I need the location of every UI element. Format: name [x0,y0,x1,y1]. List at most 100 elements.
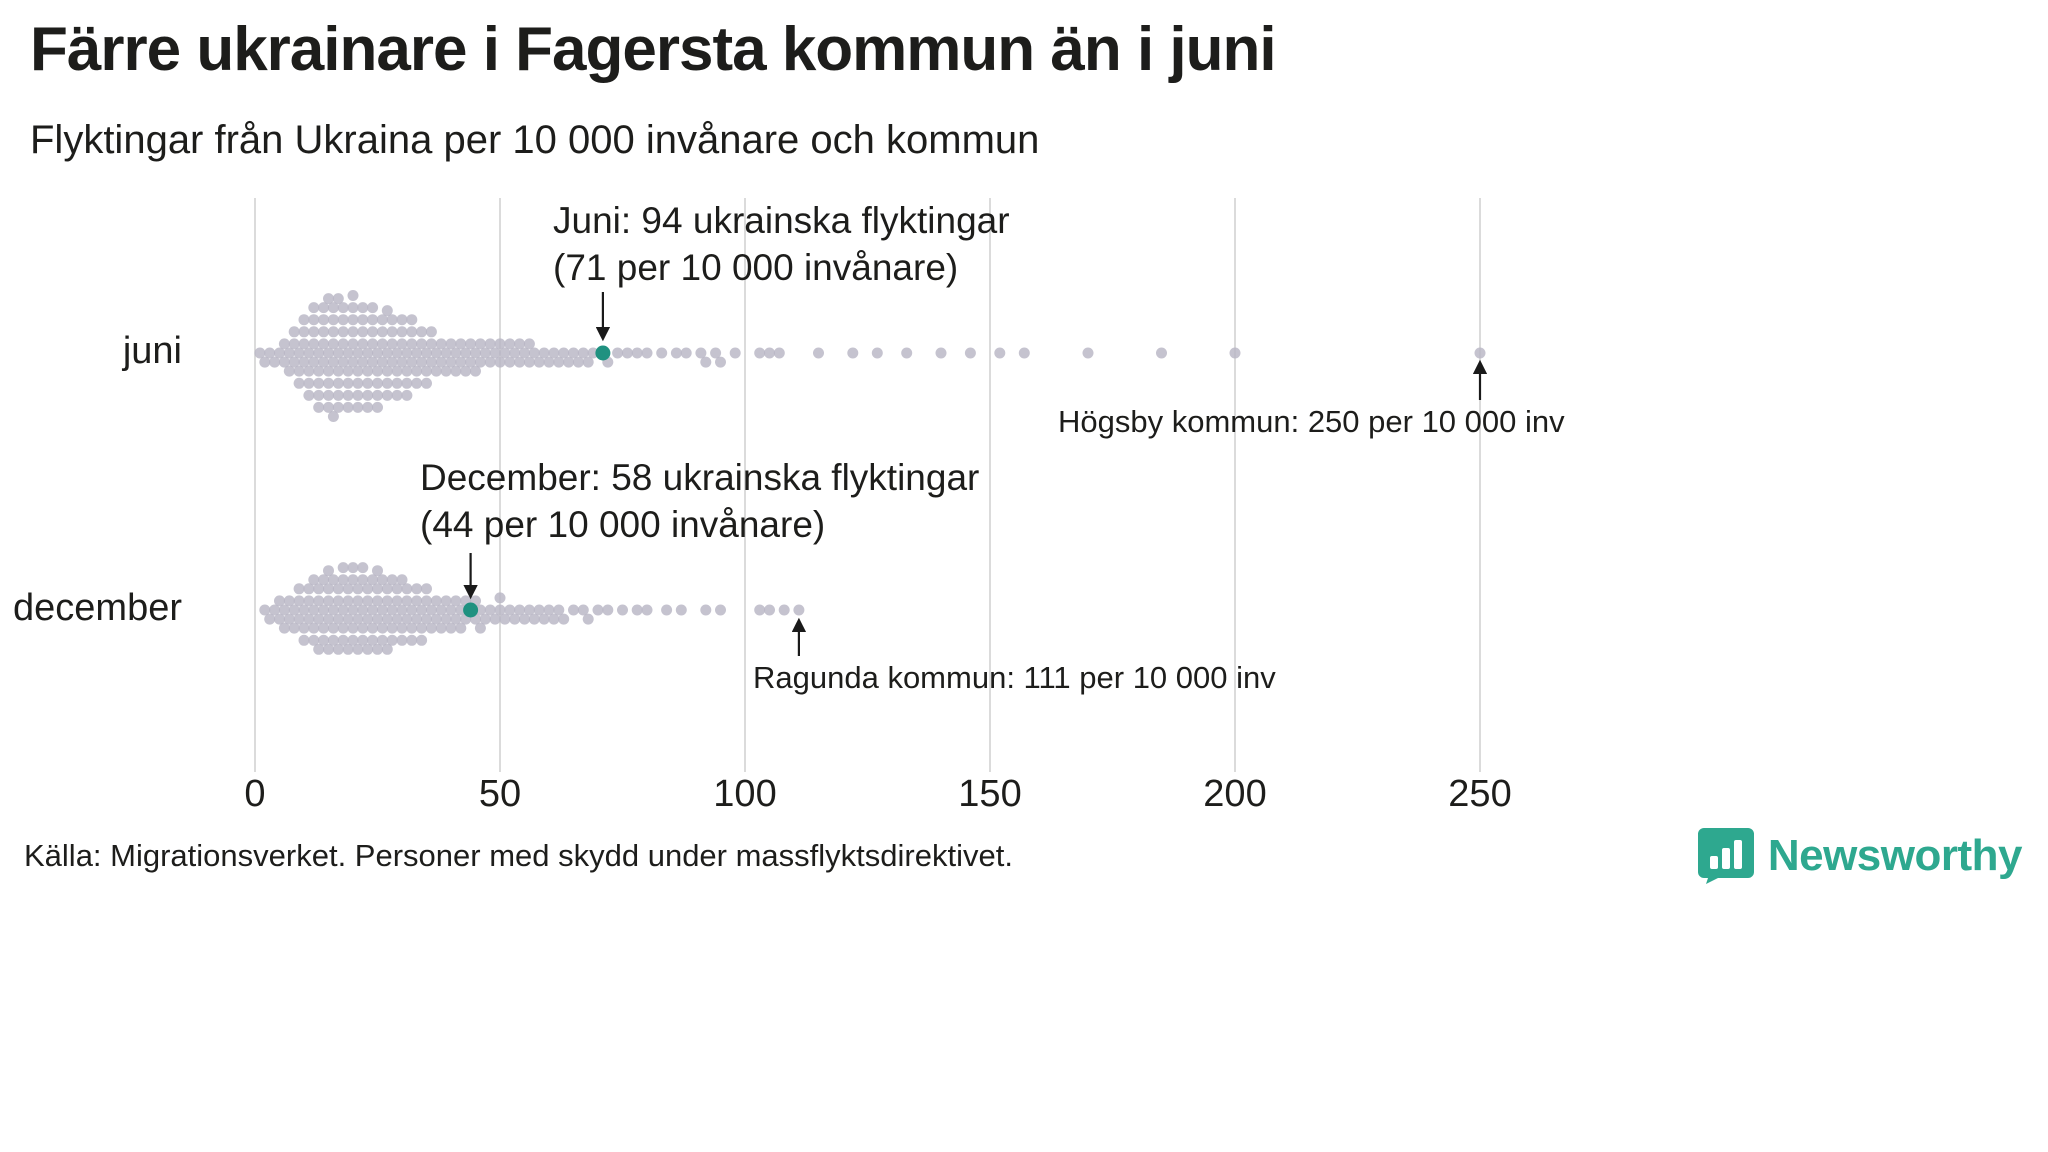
municipality-dot[interactable] [411,595,423,607]
municipality-dot[interactable] [470,347,481,359]
municipality-dot[interactable] [352,613,364,625]
highlight-dot-december[interactable] [463,602,479,618]
municipality-dot[interactable] [367,356,379,368]
municipality-dot[interactable] [376,634,388,646]
municipality-dot[interactable] [479,613,491,625]
municipality-dot[interactable] [406,338,418,350]
municipality-dot[interactable] [484,338,496,350]
municipality-dot[interactable] [754,604,766,616]
municipality-dot[interactable] [391,347,403,359]
municipality-dot[interactable] [367,326,379,338]
municipality-dot[interactable] [396,574,408,586]
municipality-dot[interactable] [406,634,418,646]
municipality-dot[interactable] [308,338,320,350]
municipality-dot[interactable] [313,613,325,625]
municipality-dot[interactable] [421,365,432,377]
municipality-dot[interactable] [327,338,339,350]
municipality-dot[interactable] [430,347,442,359]
municipality-dot[interactable] [455,338,467,350]
municipality-dot[interactable] [347,326,359,338]
municipality-dot[interactable] [318,314,330,326]
municipality-dot[interactable] [308,604,320,616]
municipality-dot[interactable] [327,411,339,422]
municipality-dot[interactable] [283,347,295,359]
municipality-dot[interactable] [994,347,1006,359]
municipality-dot[interactable] [323,643,334,655]
municipality-dot[interactable] [327,574,339,586]
municipality-dot[interactable] [293,377,305,389]
municipality-dot[interactable] [440,365,452,377]
municipality-dot[interactable] [347,290,359,301]
municipality-dot[interactable] [421,595,432,607]
municipality-dot[interactable] [337,326,349,338]
municipality-dot[interactable] [372,365,383,377]
municipality-dot[interactable] [342,389,354,401]
municipality-dot[interactable] [298,326,310,338]
municipality-dot[interactable] [421,377,432,389]
municipality-dot[interactable] [288,356,300,368]
municipality-dot[interactable] [568,604,579,616]
municipality-dot[interactable] [396,622,408,634]
municipality-dot[interactable] [283,595,295,607]
municipality-dot[interactable] [416,604,428,616]
municipality-dot[interactable] [558,347,570,359]
municipality-dot[interactable] [313,377,325,389]
municipality-dot[interactable] [406,604,418,616]
municipality-dot[interactable] [298,634,310,646]
municipality-dot[interactable] [465,338,477,350]
municipality-dot[interactable] [396,604,408,616]
municipality-dot[interactable] [357,574,369,586]
municipality-dot[interactable] [303,365,315,377]
municipality-dot[interactable] [533,604,545,616]
municipality-dot[interactable] [264,347,276,359]
municipality-dot[interactable] [278,356,290,368]
municipality-dot[interactable] [465,356,477,368]
municipality-dot[interactable] [352,583,364,595]
municipality-dot[interactable] [661,604,673,616]
municipality-dot[interactable] [528,613,540,625]
municipality-dot[interactable] [504,338,516,350]
municipality-dot[interactable] [337,314,349,326]
municipality-dot[interactable] [362,377,374,389]
municipality-dot[interactable] [357,562,369,574]
municipality-dot[interactable] [313,401,325,413]
municipality-dot[interactable] [318,574,330,586]
municipality-dot[interactable] [695,347,707,359]
municipality-dot[interactable] [577,347,589,359]
municipality-dot[interactable] [337,622,349,634]
municipality-dot[interactable] [303,389,315,401]
municipality-dot[interactable] [523,604,535,616]
municipality-dot[interactable] [362,401,374,413]
municipality-dot[interactable] [362,595,374,607]
municipality-dot[interactable] [675,604,687,616]
municipality-dot[interactable] [347,604,359,616]
municipality-dot[interactable] [445,604,457,616]
municipality-dot[interactable] [381,365,393,377]
municipality-dot[interactable] [308,356,320,368]
municipality-dot[interactable] [416,326,428,338]
municipality-dot[interactable] [401,377,413,389]
municipality-dot[interactable] [871,347,883,359]
municipality-dot[interactable] [563,356,575,368]
municipality-dot[interactable] [425,622,437,634]
municipality-dot[interactable] [313,347,325,359]
municipality-dot[interactable] [656,347,668,359]
municipality-dot[interactable] [337,574,349,586]
municipality-dot[interactable] [700,604,712,616]
municipality-dot[interactable] [381,377,393,389]
municipality-dot[interactable] [308,326,320,338]
municipality-dot[interactable] [416,634,428,646]
municipality-dot[interactable] [362,613,374,625]
municipality-dot[interactable] [386,314,398,326]
municipality-dot[interactable] [450,613,462,625]
municipality-dot[interactable] [254,347,266,359]
municipality-dot[interactable] [901,347,913,359]
municipality-dot[interactable] [715,356,726,368]
municipality-dot[interactable] [416,356,428,368]
municipality-dot[interactable] [396,314,408,326]
municipality-dot[interactable] [396,634,408,646]
municipality-dot[interactable] [283,613,295,625]
municipality-dot[interactable] [362,389,374,401]
municipality-dot[interactable] [450,365,462,377]
municipality-dot[interactable] [376,314,388,326]
